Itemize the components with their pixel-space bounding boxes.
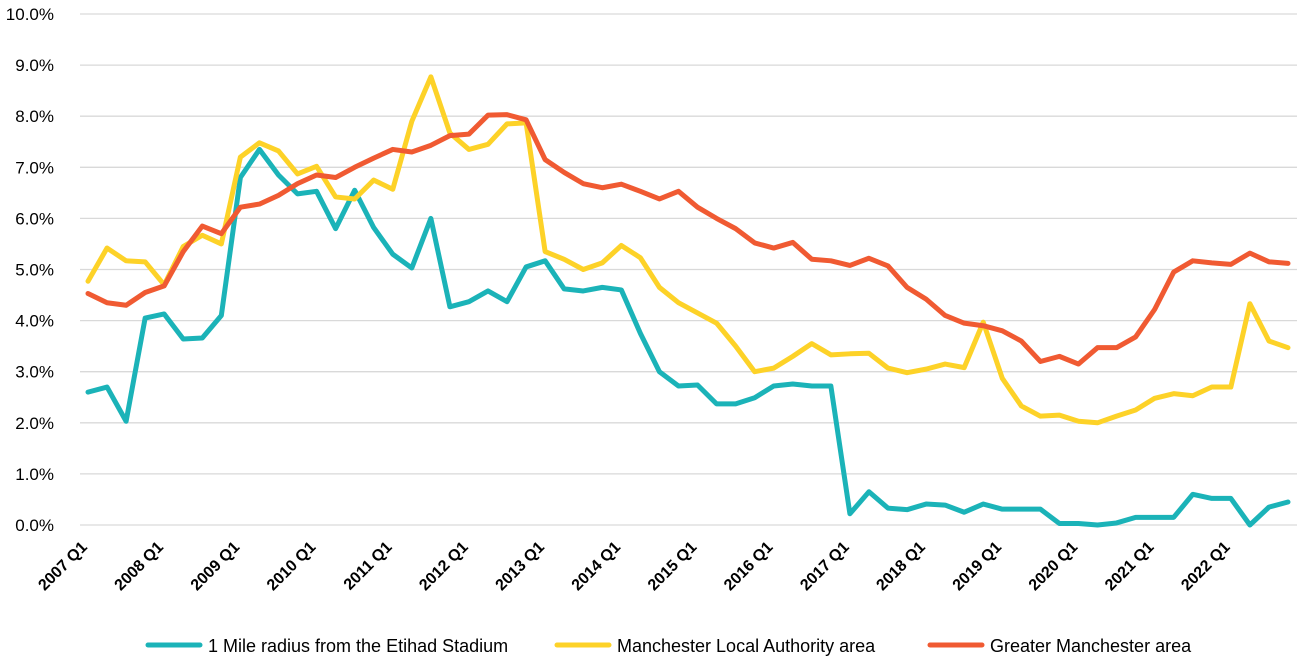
x-tick-label: 2011 Q1 [341,539,396,594]
series-group [85,112,1291,367]
y-tick-label: 9.0% [15,56,54,75]
gridlines [80,13,1297,526]
legend-label: 1 Mile radius from the Etihad Stadium [208,636,508,656]
x-tick-label: 2013 Q1 [493,539,548,594]
x-tick-label: 2015 Q1 [645,539,700,594]
x-tick-label: 2012 Q1 [416,539,471,594]
x-tick-label: 2009 Q1 [188,539,243,594]
series-line [85,112,1291,367]
y-tick-label: 8.0% [15,107,54,126]
legend: 1 Mile radius from the Etihad Stadium Man… [145,636,1192,656]
series-line [85,146,1291,528]
x-tick-label: 2014 Q1 [569,539,624,594]
x-tick-label: 2008 Q1 [112,539,167,594]
series-group [85,74,1291,426]
x-tick-label: 2020 Q1 [1026,539,1081,594]
series-lines [85,74,1291,528]
y-tick-label: 1.0% [15,465,54,484]
x-tick-label: 2017 Q1 [797,539,852,594]
x-tick-label: 2022 Q1 [1178,539,1233,594]
x-axis-ticks: 2007 Q1 2008 Q1 2009 Q1 2010 Q1 2011 Q1 2012 … [35,539,1233,595]
y-tick-label: 3.0% [15,363,54,382]
series-group [85,146,1291,528]
x-tick-label: 2007 Q1 [35,539,90,594]
y-axis-ticks: 0.0% 1.0% 2.0% 3.0% 4.0% 5.0% 6.0% 7.0% 8.0% 9.0%… [6,5,54,535]
legend-label: Manchester Local Authority area [617,636,876,656]
y-tick-label: 7.0% [15,158,54,177]
x-tick-label: 2019 Q1 [950,539,1005,594]
legend-label: Greater Manchester area [990,636,1192,656]
x-tick-label: 2018 Q1 [873,539,928,594]
x-tick-label: 2010 Q1 [264,539,319,594]
series-line [85,74,1291,426]
x-tick-label: 2016 Q1 [721,539,776,594]
y-tick-label: 4.0% [15,312,54,331]
y-tick-label: 5.0% [15,261,54,280]
y-tick-label: 2.0% [15,414,54,433]
y-tick-label: 0.0% [15,516,54,535]
x-tick-label: 2021 Q1 [1102,539,1157,594]
y-tick-label: 6.0% [15,209,54,228]
y-tick-label: 10.0% [6,5,54,24]
